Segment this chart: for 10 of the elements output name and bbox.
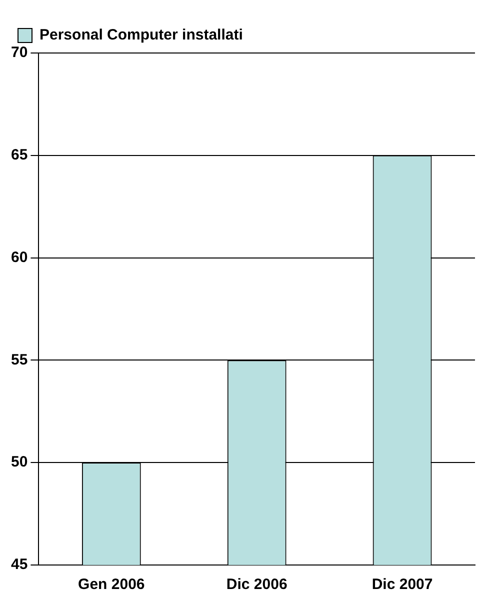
y-tick-label: 60 — [10, 248, 28, 266]
y-tick-label: 70 — [10, 44, 28, 62]
legend-label: Personal Computer installati — [40, 26, 243, 44]
y-tick-label: 55 — [10, 351, 28, 368]
y-tick-label: 65 — [10, 146, 28, 164]
x-tick-label: Gen 2006 — [78, 576, 145, 594]
y-tick-label: 50 — [10, 454, 28, 471]
x-tick-label: Dic 2006 — [226, 576, 288, 594]
x-tick-label: Dic 2007 — [372, 576, 433, 594]
y-tick-label: 45 — [10, 556, 28, 574]
